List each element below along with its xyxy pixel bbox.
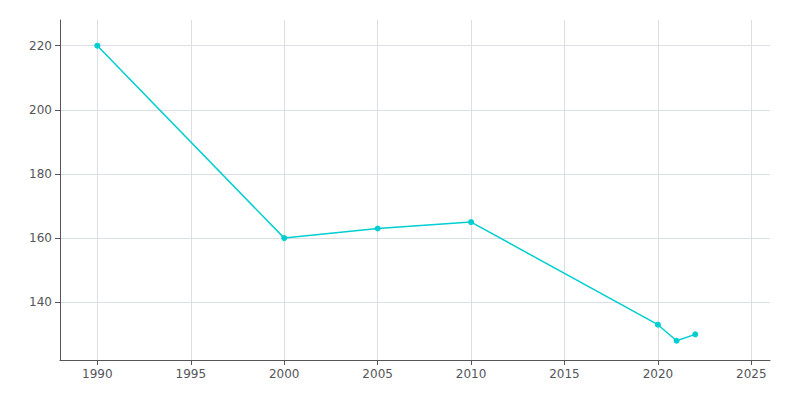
svg-text:140: 140 (29, 295, 52, 309)
svg-text:180: 180 (29, 167, 52, 181)
svg-text:2005: 2005 (362, 367, 393, 381)
svg-text:1990: 1990 (82, 367, 113, 381)
svg-text:200: 200 (29, 103, 52, 117)
svg-text:2025: 2025 (736, 367, 767, 381)
svg-text:2010: 2010 (456, 367, 487, 381)
svg-text:2015: 2015 (549, 367, 580, 381)
svg-text:220: 220 (29, 39, 52, 53)
svg-text:2000: 2000 (269, 367, 300, 381)
svg-text:2020: 2020 (643, 367, 674, 381)
svg-text:160: 160 (29, 231, 52, 245)
svg-text:1995: 1995 (176, 367, 207, 381)
